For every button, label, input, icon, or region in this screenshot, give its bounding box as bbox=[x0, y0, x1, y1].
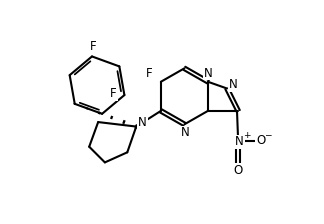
Text: +: + bbox=[243, 131, 250, 140]
Text: O: O bbox=[234, 164, 243, 177]
Text: N: N bbox=[235, 135, 244, 148]
Text: F: F bbox=[110, 87, 117, 100]
Text: F: F bbox=[146, 67, 153, 80]
Text: N: N bbox=[229, 78, 237, 91]
Text: N: N bbox=[180, 126, 189, 139]
Text: −: − bbox=[264, 130, 272, 139]
Text: O: O bbox=[256, 134, 265, 146]
Text: F: F bbox=[90, 40, 97, 53]
Text: N: N bbox=[138, 116, 147, 129]
Text: N: N bbox=[204, 67, 213, 80]
